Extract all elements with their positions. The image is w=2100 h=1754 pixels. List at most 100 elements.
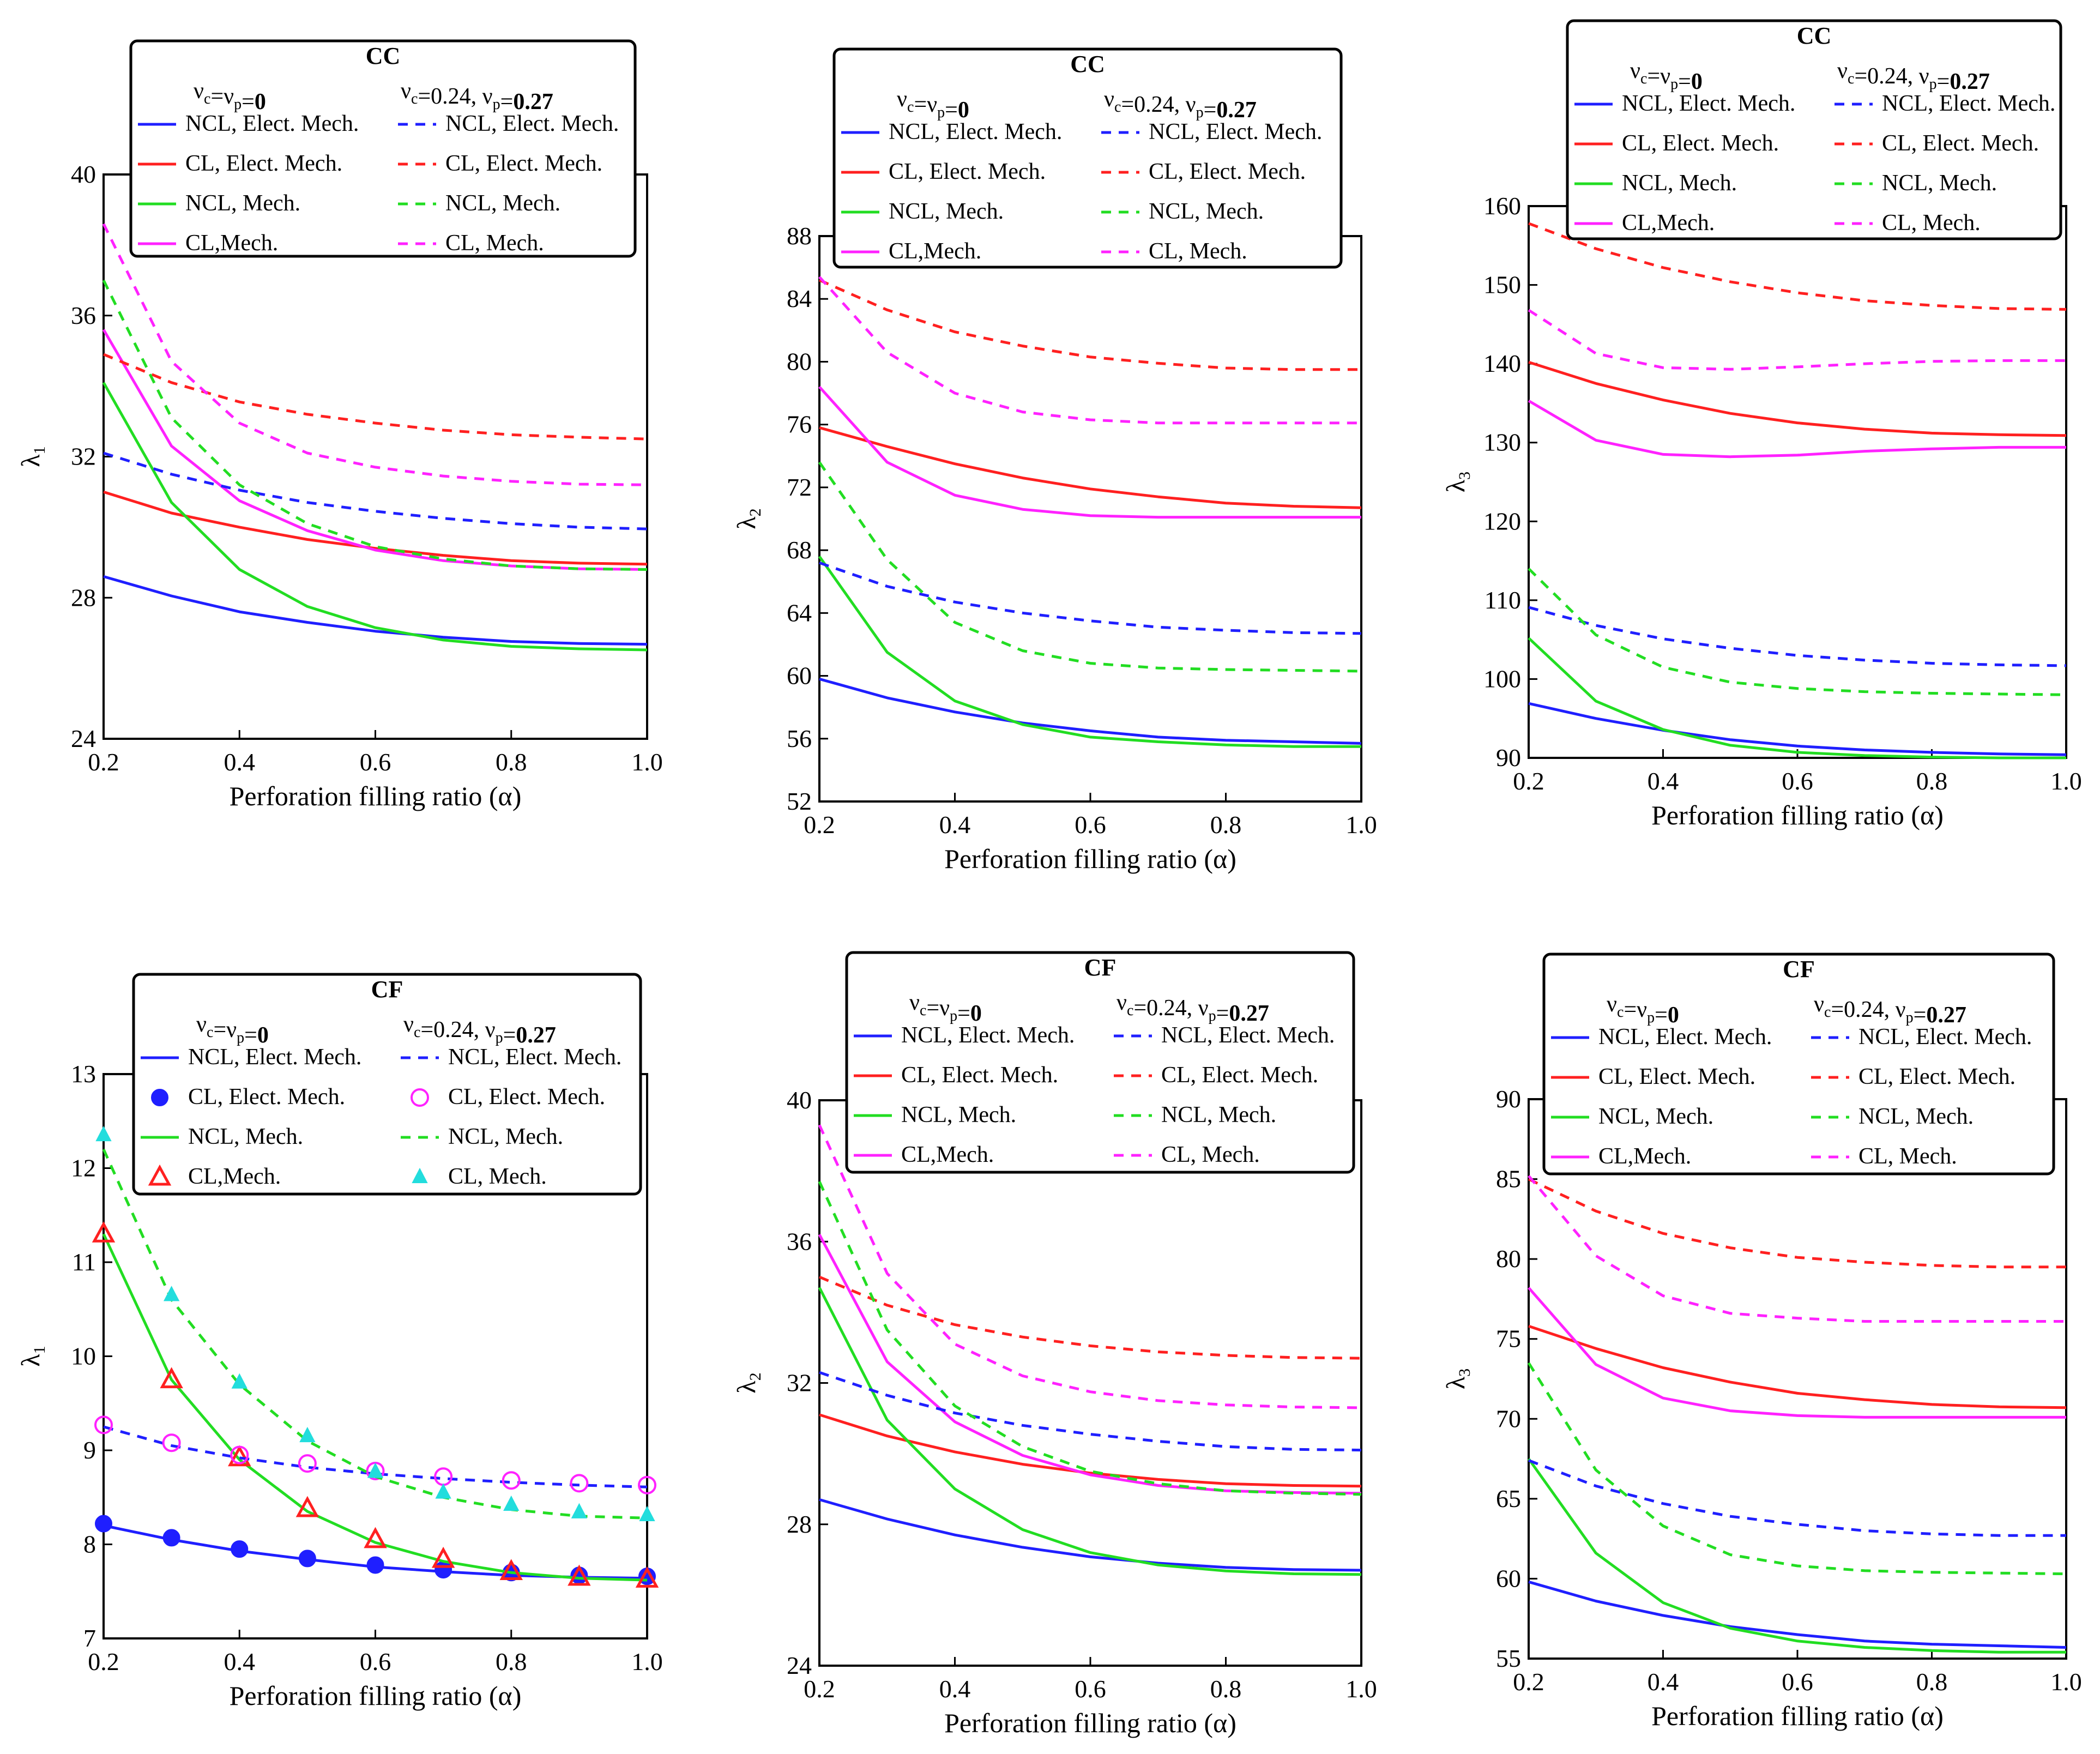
x-tick-label: 1.0 bbox=[631, 1648, 663, 1675]
series-5 bbox=[1528, 1459, 2066, 1537]
legend-label: CL, Elect. Mech. bbox=[1161, 1063, 1318, 1088]
legend-label: NCL, Mech. bbox=[901, 1102, 1016, 1128]
series-line bbox=[1528, 222, 2067, 311]
legend-label: NCL, Mech. bbox=[185, 191, 300, 216]
legend-label: CL, Elect. Mech. bbox=[188, 1084, 345, 1110]
legend-title: CC bbox=[366, 43, 401, 69]
legend-label: CL,Mech. bbox=[185, 231, 278, 256]
series-6 bbox=[94, 1415, 656, 1494]
legend-item: CL, Mech. bbox=[1835, 210, 1981, 236]
legend-item: NCL, Mech. bbox=[1574, 171, 1737, 196]
series-line bbox=[1527, 1362, 2067, 1576]
x-axis-label: Perforation filling ratio (α) bbox=[230, 1680, 522, 1711]
legend-label: NCL, Mech. bbox=[889, 199, 1004, 224]
data-point bbox=[298, 1550, 316, 1568]
series-4 bbox=[102, 329, 648, 571]
legend-label: NCL, Mech. bbox=[1149, 199, 1264, 224]
y-tick-label: 90 bbox=[1496, 744, 1521, 771]
data-point bbox=[367, 1462, 384, 1478]
legend-box bbox=[845, 951, 1355, 1174]
series-2 bbox=[1528, 360, 2067, 437]
data-point bbox=[639, 1505, 655, 1522]
y-tick-label: 110 bbox=[1485, 586, 1521, 614]
legend-item: CL,Mech. bbox=[1551, 1144, 1691, 1169]
x-tick-label: 0.6 bbox=[1075, 1675, 1106, 1703]
chart-panel-3: 0.2 0.4 0.6 0.8 1.0 90 100 110 120 130 140 150 160 Pe… bbox=[1441, 19, 2082, 830]
y-tick-label: 85 bbox=[1496, 1165, 1521, 1193]
series-line bbox=[818, 1124, 1362, 1409]
series-line bbox=[1528, 1178, 2066, 1269]
legend-item: NCL, Mech. bbox=[854, 1102, 1016, 1128]
series-3 bbox=[818, 556, 1361, 748]
y-tick-label: 8 bbox=[83, 1530, 96, 1558]
legend-label: NCL, Mech. bbox=[1161, 1102, 1276, 1128]
series-line bbox=[103, 1425, 648, 1488]
series-line bbox=[102, 279, 648, 571]
series-line bbox=[819, 1498, 1362, 1572]
series-line bbox=[1528, 702, 2067, 756]
x-tick-label: 0.2 bbox=[88, 1648, 119, 1675]
legend-item: CL, Elect. Mech. bbox=[1835, 131, 2039, 156]
legend-label: NCL, Elect. Mech. bbox=[1149, 119, 1322, 144]
data-point bbox=[231, 1373, 248, 1389]
legend-item: CL, Elect. Mech. bbox=[854, 1063, 1058, 1088]
y-axis-label: λ2 bbox=[732, 1372, 764, 1393]
legend-item: NCL, Elect. Mech. bbox=[1101, 119, 1322, 144]
y-tick-label: 40 bbox=[787, 1086, 812, 1114]
y-tick-label: 64 bbox=[787, 599, 812, 626]
legend-label: CL, Mech. bbox=[1858, 1144, 1957, 1169]
series-8 bbox=[818, 276, 1361, 425]
x-tick-label: 0.2 bbox=[88, 748, 119, 776]
data-point bbox=[499, 1559, 523, 1581]
legend-label: NCL, Mech. bbox=[1598, 1104, 1713, 1129]
data-point bbox=[160, 1367, 183, 1389]
series-line bbox=[1527, 1458, 2066, 1654]
x-tick-label: 0.8 bbox=[1916, 1668, 1948, 1696]
legend-item: NCL, Elect. Mech. bbox=[1574, 91, 1795, 116]
legend-item: CL, Elect. Mech. bbox=[1114, 1063, 1318, 1088]
legend-item: NCL, Elect. Mech. bbox=[401, 1045, 621, 1070]
data-point bbox=[228, 1445, 251, 1467]
y-tick-label: 28 bbox=[71, 583, 96, 611]
legend-box bbox=[129, 39, 637, 258]
y-tick-label: 60 bbox=[787, 662, 812, 690]
x-tick-label: 1.0 bbox=[1345, 1675, 1377, 1703]
series-7 bbox=[102, 279, 648, 571]
series-line bbox=[1528, 637, 2066, 760]
series-8 bbox=[1528, 1175, 2066, 1323]
legend-box bbox=[132, 973, 642, 1196]
legend-swatch bbox=[151, 1089, 168, 1106]
legend-title: CF bbox=[1783, 956, 1815, 983]
chart-panel-1: 0.2 0.4 0.6 0.8 1.0 24 28 32 36 40 Perforation fil… bbox=[16, 39, 663, 811]
y-tick-label: 36 bbox=[71, 302, 96, 329]
plot-frame bbox=[1528, 205, 2067, 759]
legend-label: NCL, Mech. bbox=[1622, 171, 1737, 196]
x-tick-label: 0.6 bbox=[360, 1648, 391, 1675]
y-tick-label: 52 bbox=[787, 787, 812, 815]
series-5 bbox=[103, 451, 648, 531]
x-tick-label: 0.6 bbox=[1782, 1668, 1813, 1696]
x-tick-label: 0.8 bbox=[496, 1648, 527, 1675]
legend-label: CL, Elect. Mech. bbox=[901, 1063, 1058, 1088]
series-line bbox=[1528, 1287, 2066, 1419]
legend-item: CL,Mech. bbox=[138, 231, 278, 256]
y-tick-label: 80 bbox=[1496, 1245, 1521, 1273]
legend-box bbox=[1566, 19, 2062, 240]
legend-item: CL, Mech. bbox=[1101, 239, 1247, 264]
y-tick-label: 9 bbox=[83, 1436, 96, 1464]
legend-item: CL, Elect. Mech. bbox=[398, 151, 602, 176]
data-point bbox=[434, 1467, 453, 1486]
data-point bbox=[503, 1495, 520, 1511]
plot-frame bbox=[1528, 1098, 2067, 1660]
series-line bbox=[103, 575, 648, 646]
data-point bbox=[295, 1496, 319, 1517]
data-point bbox=[571, 1503, 588, 1518]
x-tick-label: 0.6 bbox=[1075, 811, 1106, 839]
series-4 bbox=[1528, 399, 2066, 459]
legend-label: CL,Mech. bbox=[901, 1142, 994, 1167]
data-point bbox=[230, 1445, 249, 1464]
legend-label: NCL, Mech. bbox=[445, 191, 560, 216]
legend-item: NCL, Mech. bbox=[1114, 1102, 1276, 1128]
